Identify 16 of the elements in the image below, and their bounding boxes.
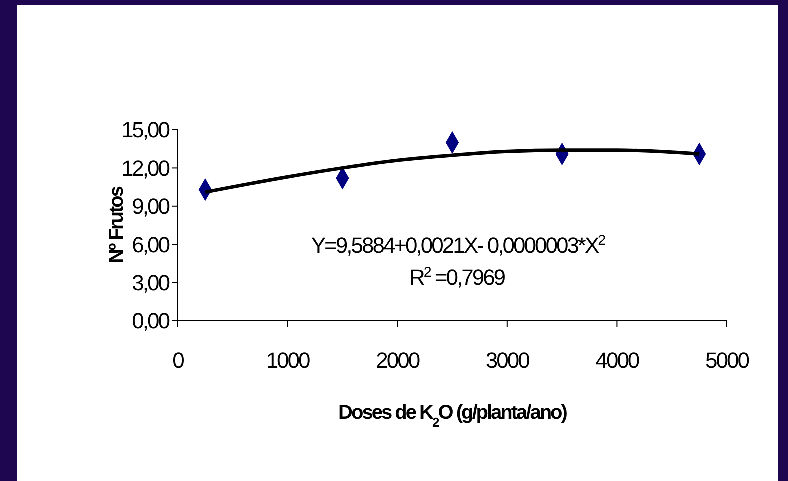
y-tick-label: 3,00 bbox=[132, 270, 170, 296]
y-axis-title: Nº Frutos bbox=[106, 186, 128, 264]
x-tick-label: 5000 bbox=[706, 348, 750, 373]
annotation: R$^{2}$ =0,7969 bbox=[409, 265, 506, 290]
y-tick-label: 6,00 bbox=[132, 232, 170, 258]
x-tick-label: 2000 bbox=[376, 348, 420, 373]
x-tick-label: 4000 bbox=[596, 348, 640, 373]
x-tick-label: 0 bbox=[172, 348, 185, 373]
y-tick-label: 15,00 bbox=[121, 118, 170, 143]
x-axis-title: Doses de K$_{2}$O (g/planta/ano) bbox=[338, 402, 568, 430]
y-tick-label: 9,00 bbox=[132, 194, 170, 220]
annotation: Y=9,5884+0,0021X- 0,0000003*X$^{2}$ bbox=[311, 233, 606, 258]
x-tick-label: 3000 bbox=[486, 348, 530, 373]
x-tick-label: 1000 bbox=[266, 348, 311, 373]
y-tick-label: 0,00 bbox=[132, 308, 170, 334]
y-tick-label: 12,00 bbox=[121, 156, 170, 181]
